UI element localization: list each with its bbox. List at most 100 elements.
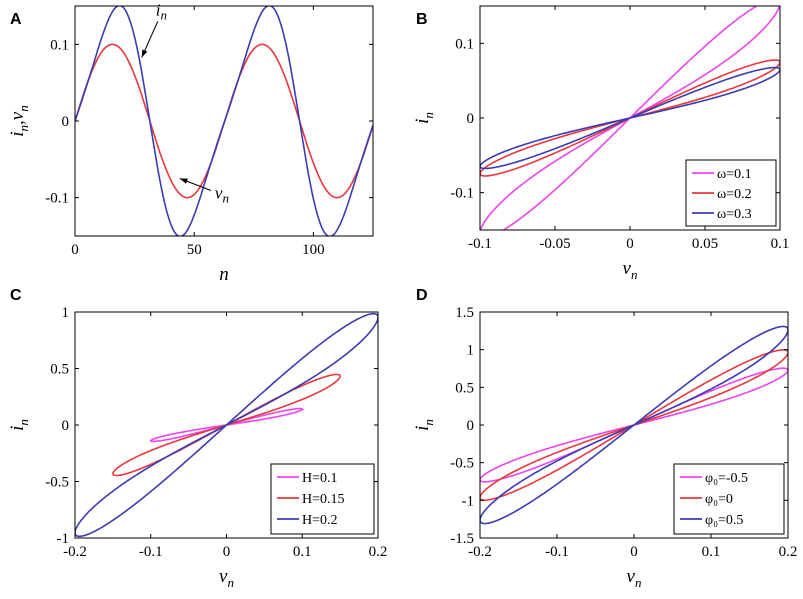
y-axis-label: in — [7, 419, 31, 431]
y-axis-label: in,vn — [7, 105, 31, 136]
x-axis-label-main: v — [627, 566, 636, 587]
panel-d: D-0.2 -0.1 0 0.1 0.2-1.5-1-0.500.511.5vninφ₀… — [412, 287, 797, 590]
x-tick-label: 0.1 — [702, 544, 721, 560]
y-tick-label: -0.5 — [45, 475, 69, 491]
x-tick-label: 0.05 — [692, 236, 718, 252]
legend-label: ω=0.3 — [717, 207, 752, 222]
y-tick-label: 0 — [467, 418, 475, 434]
x-axis-label: vn — [219, 566, 234, 590]
y-axis-label-sep: , — [7, 120, 28, 125]
y-tick-label: -1.5 — [450, 531, 474, 547]
x-axis-label-main: v — [219, 566, 228, 587]
legend: ω=0.1 ω=0.2 ω=0.3 — [685, 159, 777, 227]
y-axis-label: in — [412, 419, 436, 431]
annotation-arrowhead — [179, 178, 188, 184]
plot-area — [75, 6, 373, 236]
x-axis-label-sub: n — [227, 575, 234, 590]
plot-area — [480, 6, 780, 230]
y-tick-label: 0 — [62, 418, 70, 434]
plot-area — [480, 325, 788, 525]
legend-label: φ₀=0.5 — [705, 513, 743, 528]
annotation-sub: n — [160, 7, 167, 22]
legend-label: φ₀=-0.5 — [705, 471, 748, 486]
y-axis-label-sub: n — [16, 125, 31, 132]
panel-letter: D — [416, 287, 428, 304]
x-tick-label: 0 — [223, 544, 231, 560]
x-tick-label: 100 — [302, 242, 325, 258]
y-tick-label: 0.1 — [455, 36, 474, 52]
x-tick-label: -0.1 — [545, 544, 569, 560]
legend-label: H=0.2 — [302, 513, 338, 528]
y-axis-label-main: i — [7, 131, 28, 136]
y-axis-label-sub: n — [421, 112, 436, 119]
y-tick-label: -0.1 — [45, 191, 69, 207]
x-tick-label: 50 — [187, 242, 202, 258]
series-line-a-1 — [75, 6, 373, 236]
x-tick-label: 0.2 — [779, 544, 798, 560]
y-tick-label: 1 — [62, 305, 70, 321]
legend-label: ω=0.1 — [717, 167, 752, 182]
y-axis-label: in — [412, 112, 436, 124]
series-line-b-2 — [480, 66, 780, 170]
plot-area — [75, 312, 378, 538]
x-axis-label: vn — [627, 566, 642, 590]
x-axis-label-sub: n — [631, 267, 638, 282]
x-tick-label: 0 — [626, 236, 634, 252]
y-tick-label: 0 — [62, 114, 70, 130]
legend-box — [270, 463, 375, 535]
annotation-vn: vn — [215, 184, 229, 206]
y-tick-label: 0.5 — [50, 362, 69, 378]
y-tick-label: -1 — [462, 493, 475, 509]
y-axis-label-sub: n — [421, 419, 436, 426]
y-tick-label: 1 — [467, 343, 475, 359]
y-tick-label: 1.5 — [455, 305, 474, 321]
y-axis-label-main: i — [412, 119, 433, 124]
y-axis-label-sub: n — [16, 105, 31, 112]
y-axis-label-sub: n — [16, 419, 31, 426]
legend-label: H=0.1 — [302, 471, 338, 486]
annotation-sub: n — [222, 191, 229, 206]
series-line-c-2 — [75, 312, 378, 538]
x-axis-label-sub: n — [635, 575, 642, 590]
legend: H=0.1 H=0.15 H=0.2 — [270, 463, 375, 535]
panel-b: B-0.1 -0.05 0 0.05 0.1-0.100.1vninω=0.1ω=0.2… — [412, 5, 790, 282]
x-axis-label-main: v — [623, 258, 632, 279]
x-axis-label: n — [219, 264, 229, 285]
panel-letter: C — [10, 287, 22, 304]
series-line-d-2 — [480, 325, 788, 525]
y-axis-label-main: i — [7, 426, 28, 431]
x-axis-label-main: n — [219, 264, 229, 285]
x-tick-label: -0.2 — [468, 544, 492, 560]
legend-label: φ₀=0 — [705, 492, 733, 507]
x-tick-label: 0 — [630, 544, 638, 560]
y-tick-label: -1 — [57, 531, 70, 547]
y-tick-label: -0.1 — [450, 186, 474, 202]
y-tick-label: 0.5 — [455, 380, 474, 396]
y-tick-label: 0 — [467, 111, 475, 127]
x-tick-label: -0.2 — [63, 544, 87, 560]
legend-box — [673, 463, 785, 535]
annotation-in: in — [156, 0, 167, 22]
x-tick-label: 0.1 — [293, 544, 312, 560]
x-tick-label: -0.05 — [539, 236, 570, 252]
y-axis-label-main: i — [412, 426, 433, 431]
panel-c: C-0.2 -0.1 0 0.1 0.2-1-0.500.51vninH=0.1H=0.… — [7, 287, 387, 590]
annotation-main: v — [215, 184, 223, 203]
x-tick-label: 0.1 — [771, 236, 790, 252]
panel-letter: A — [10, 11, 22, 28]
x-tick-label: 0.2 — [369, 544, 388, 560]
x-tick-label: -0.1 — [468, 236, 492, 252]
x-tick-label: -0.1 — [139, 544, 163, 560]
panel-letter: B — [416, 11, 428, 28]
x-axis-label: vn — [623, 258, 638, 282]
annotation-main: i — [156, 0, 161, 19]
y-tick-label: -0.5 — [450, 456, 474, 472]
legend: φ₀=-0.5 φ₀=0 φ₀=0.5 — [673, 463, 785, 535]
y-axis-label-main: v — [7, 111, 28, 120]
annotation-arrowhead — [141, 49, 148, 58]
legend-label: ω=0.2 — [717, 187, 752, 202]
legend-label: H=0.15 — [302, 492, 345, 507]
x-tick-label: 0 — [71, 242, 79, 258]
